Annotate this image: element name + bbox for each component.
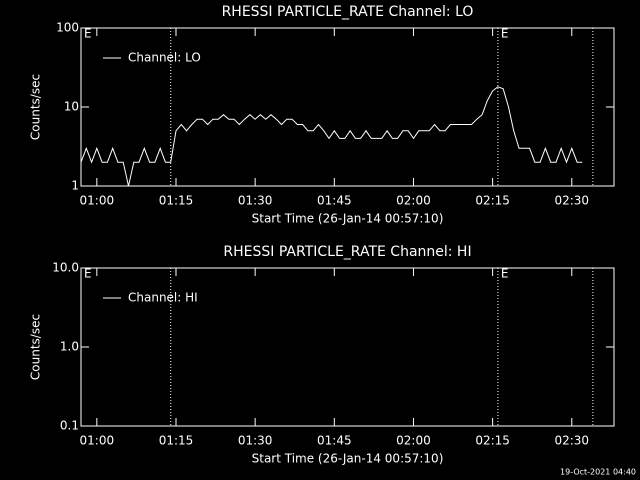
y-tick-label: 100 bbox=[56, 21, 79, 35]
x-axis-label: Start Time (26-Jan-14 00:57:10) bbox=[252, 452, 444, 466]
x-tick-label: 01:45 bbox=[317, 434, 352, 448]
x-tick-label: 02:15 bbox=[475, 434, 510, 448]
x-tick-label: 02:00 bbox=[396, 434, 431, 448]
y-axis-label: Counts/sec bbox=[29, 314, 43, 380]
x-tick-label: 02:30 bbox=[554, 194, 589, 208]
annotation: E bbox=[84, 27, 92, 41]
chart-title: RHESSI PARTICLE_RATE Channel: LO bbox=[222, 4, 474, 20]
annotation: E bbox=[84, 267, 92, 281]
x-tick-label: 01:30 bbox=[238, 434, 273, 448]
y-tick-label: 10 bbox=[64, 100, 79, 114]
x-tick-label: 01:45 bbox=[317, 194, 352, 208]
data-line bbox=[80, 86, 583, 187]
y-tick-label: 0.1 bbox=[60, 419, 79, 433]
chart-title: RHESSI PARTICLE_RATE Channel: HI bbox=[223, 244, 471, 260]
x-tick-label: 01:00 bbox=[80, 434, 115, 448]
x-tick-label: 02:15 bbox=[475, 194, 510, 208]
x-axis-label: Start Time (26-Jan-14 00:57:10) bbox=[252, 212, 444, 226]
x-tick-label: 01:15 bbox=[159, 194, 194, 208]
legend-label: Channel: LO bbox=[128, 51, 201, 65]
footer: 19-Oct-2021 04:40 bbox=[560, 468, 636, 477]
x-tick-label: 01:15 bbox=[159, 434, 194, 448]
x-tick-label: 01:00 bbox=[80, 194, 115, 208]
x-tick-label: 02:30 bbox=[554, 434, 589, 448]
x-tick-label: 01:30 bbox=[238, 194, 273, 208]
annotation: E bbox=[501, 267, 509, 281]
x-tick-label: 02:00 bbox=[396, 194, 431, 208]
legend-label: Channel: HI bbox=[128, 291, 198, 305]
y-tick-label: 10.0 bbox=[52, 261, 79, 275]
annotation: E bbox=[501, 27, 509, 41]
y-axis-label: Counts/sec bbox=[29, 74, 43, 140]
y-tick-label: 1 bbox=[71, 179, 79, 193]
y-tick-label: 1.0 bbox=[60, 340, 79, 354]
